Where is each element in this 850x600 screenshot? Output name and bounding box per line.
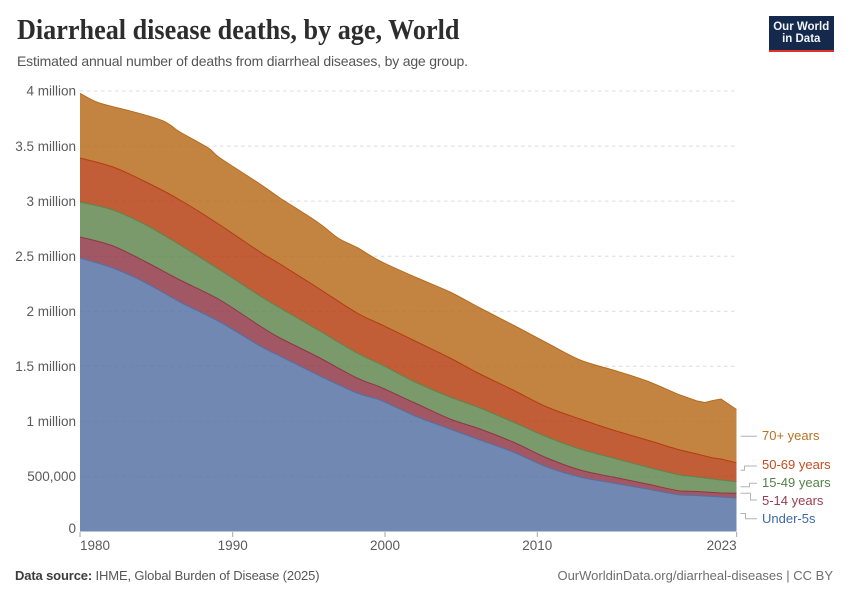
svg-text:2.5 million: 2.5 million (15, 249, 76, 264)
svg-text:2000: 2000 (370, 538, 400, 553)
svg-text:2010: 2010 (522, 538, 552, 553)
svg-text:3.5 million: 3.5 million (15, 139, 76, 154)
svg-text:500,000: 500,000 (27, 469, 76, 484)
svg-text:3 million: 3 million (26, 194, 76, 209)
svg-text:1 million: 1 million (26, 414, 76, 429)
svg-text:1.5 million: 1.5 million (15, 359, 76, 374)
svg-text:5-14 years: 5-14 years (762, 493, 824, 508)
svg-text:1990: 1990 (218, 538, 248, 553)
svg-text:50-69 years: 50-69 years (762, 457, 831, 472)
svg-text:2023: 2023 (707, 538, 737, 553)
svg-text:0: 0 (68, 521, 76, 536)
svg-text:1980: 1980 (80, 538, 110, 553)
svg-text:Under-5s: Under-5s (762, 511, 816, 526)
svg-text:2 million: 2 million (26, 304, 76, 319)
svg-text:15-49 years: 15-49 years (762, 475, 831, 490)
svg-text:70+ years: 70+ years (762, 428, 820, 443)
svg-text:4 million: 4 million (26, 84, 76, 99)
